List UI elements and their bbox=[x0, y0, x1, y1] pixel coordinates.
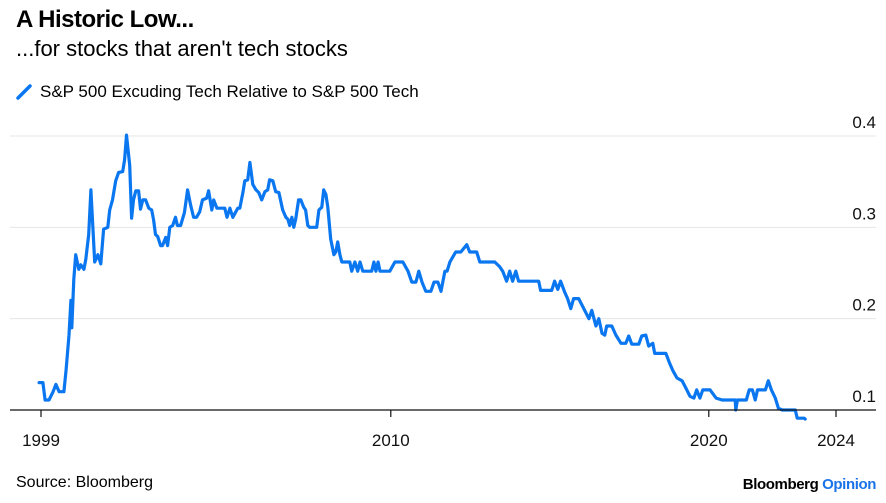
x-axis: 1999 2010 2020 2024 bbox=[10, 409, 876, 450]
gridlines bbox=[10, 135, 876, 320]
brand-main: Bloomberg bbox=[742, 476, 819, 493]
y-tick-label: 0.4 bbox=[852, 113, 876, 132]
x-tick-label: 2020 bbox=[690, 431, 728, 450]
legend: S&P 500 Excuding Tech Relative to S&P 50… bbox=[16, 82, 419, 102]
x-tick-label: 1999 bbox=[22, 431, 60, 450]
y-axis-labels: 0.1 0.2 0.3 0.4 bbox=[852, 113, 876, 406]
legend-swatch-icon bbox=[16, 84, 32, 100]
brand-accent: Opinion bbox=[822, 476, 876, 493]
x-tick-label: 2010 bbox=[372, 431, 410, 450]
source-note: Source: Bloomberg bbox=[16, 474, 153, 491]
y-tick-label: 0.3 bbox=[852, 204, 876, 223]
legend-label: S&P 500 Excuding Tech Relative to S&P 50… bbox=[40, 82, 419, 101]
series-lines bbox=[37, 133, 807, 421]
y-tick-label: 0.1 bbox=[852, 387, 876, 406]
y-tick-label: 0.2 bbox=[852, 296, 876, 315]
x-tick-label: 2024 bbox=[817, 431, 855, 450]
chart-title: A Historic Low... bbox=[16, 6, 194, 33]
chart-subtitle: ...for stocks that aren't tech stocks bbox=[16, 36, 348, 61]
brand-logo: Bloomberg Opinion bbox=[742, 476, 877, 493]
series-line bbox=[37, 133, 807, 421]
